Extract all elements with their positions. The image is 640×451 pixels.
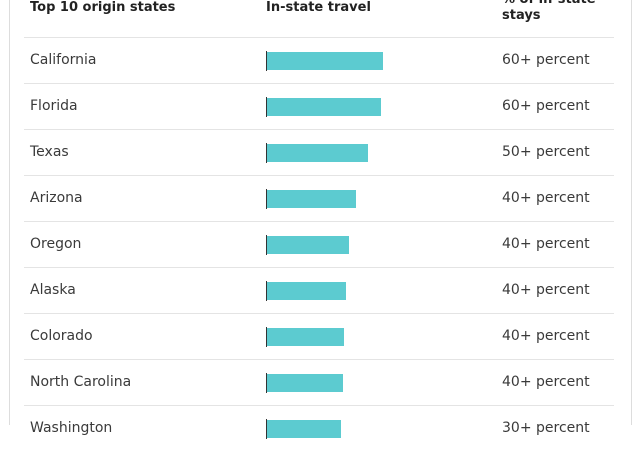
table-frame-left [9,0,10,425]
stays-percent-label: 30+ percent [502,420,590,436]
table-header: Top 10 origin states In-state travel % o… [0,0,640,38]
state-label: Florida [30,98,78,114]
header-in-state-travel: In-state travel [266,0,371,15]
state-label: Texas [30,144,69,160]
travel-bar [267,236,349,254]
state-label: Colorado [30,328,93,344]
bar-baseline [266,327,267,347]
state-label: Arizona [30,190,83,206]
table-body: California 60+ percent Florida 60+ percent T… [24,37,614,451]
table-row: Colorado 40+ percent [24,313,614,359]
bar-baseline [266,97,267,117]
travel-bar [267,374,343,392]
bar-baseline [266,189,267,209]
bar-baseline [266,143,267,163]
stays-percent-label: 60+ percent [502,52,590,68]
table-row: Oregon 40+ percent [24,221,614,267]
state-label: Oregon [30,236,82,252]
header-origin-states: Top 10 origin states [30,0,176,15]
state-label: Washington [30,420,113,436]
travel-bar [267,144,368,162]
bar-baseline [266,51,267,71]
table-row: Arizona 40+ percent [24,175,614,221]
stays-percent-label: 60+ percent [502,98,590,114]
travel-bar [267,420,341,438]
table-row: Alaska 40+ percent [24,267,614,313]
travel-bar [267,52,383,70]
stays-percent-label: 40+ percent [502,328,590,344]
stays-percent-label: 50+ percent [502,144,590,160]
state-label: North Carolina [30,374,132,390]
table-row: Florida 60+ percent [24,83,614,129]
travel-bar [267,190,356,208]
table-row: Texas 50+ percent [24,129,614,175]
bar-baseline [266,373,267,393]
table-row: California 60+ percent [24,37,614,83]
table-row: North Carolina 40+ percent [24,359,614,405]
header-in-state-stays: % of in-state stays [502,0,596,23]
travel-bar [267,98,381,116]
table-row: Washington 30+ percent [24,405,614,451]
bar-baseline [266,281,267,301]
state-label: California [30,52,97,68]
bar-baseline [266,235,267,255]
stays-percent-label: 40+ percent [502,374,590,390]
table-frame-right [631,0,632,425]
state-label: Alaska [30,282,76,298]
travel-bar [267,282,346,300]
stays-percent-label: 40+ percent [502,282,590,298]
travel-bar [267,328,344,346]
stays-percent-label: 40+ percent [502,236,590,252]
stays-percent-label: 40+ percent [502,190,590,206]
